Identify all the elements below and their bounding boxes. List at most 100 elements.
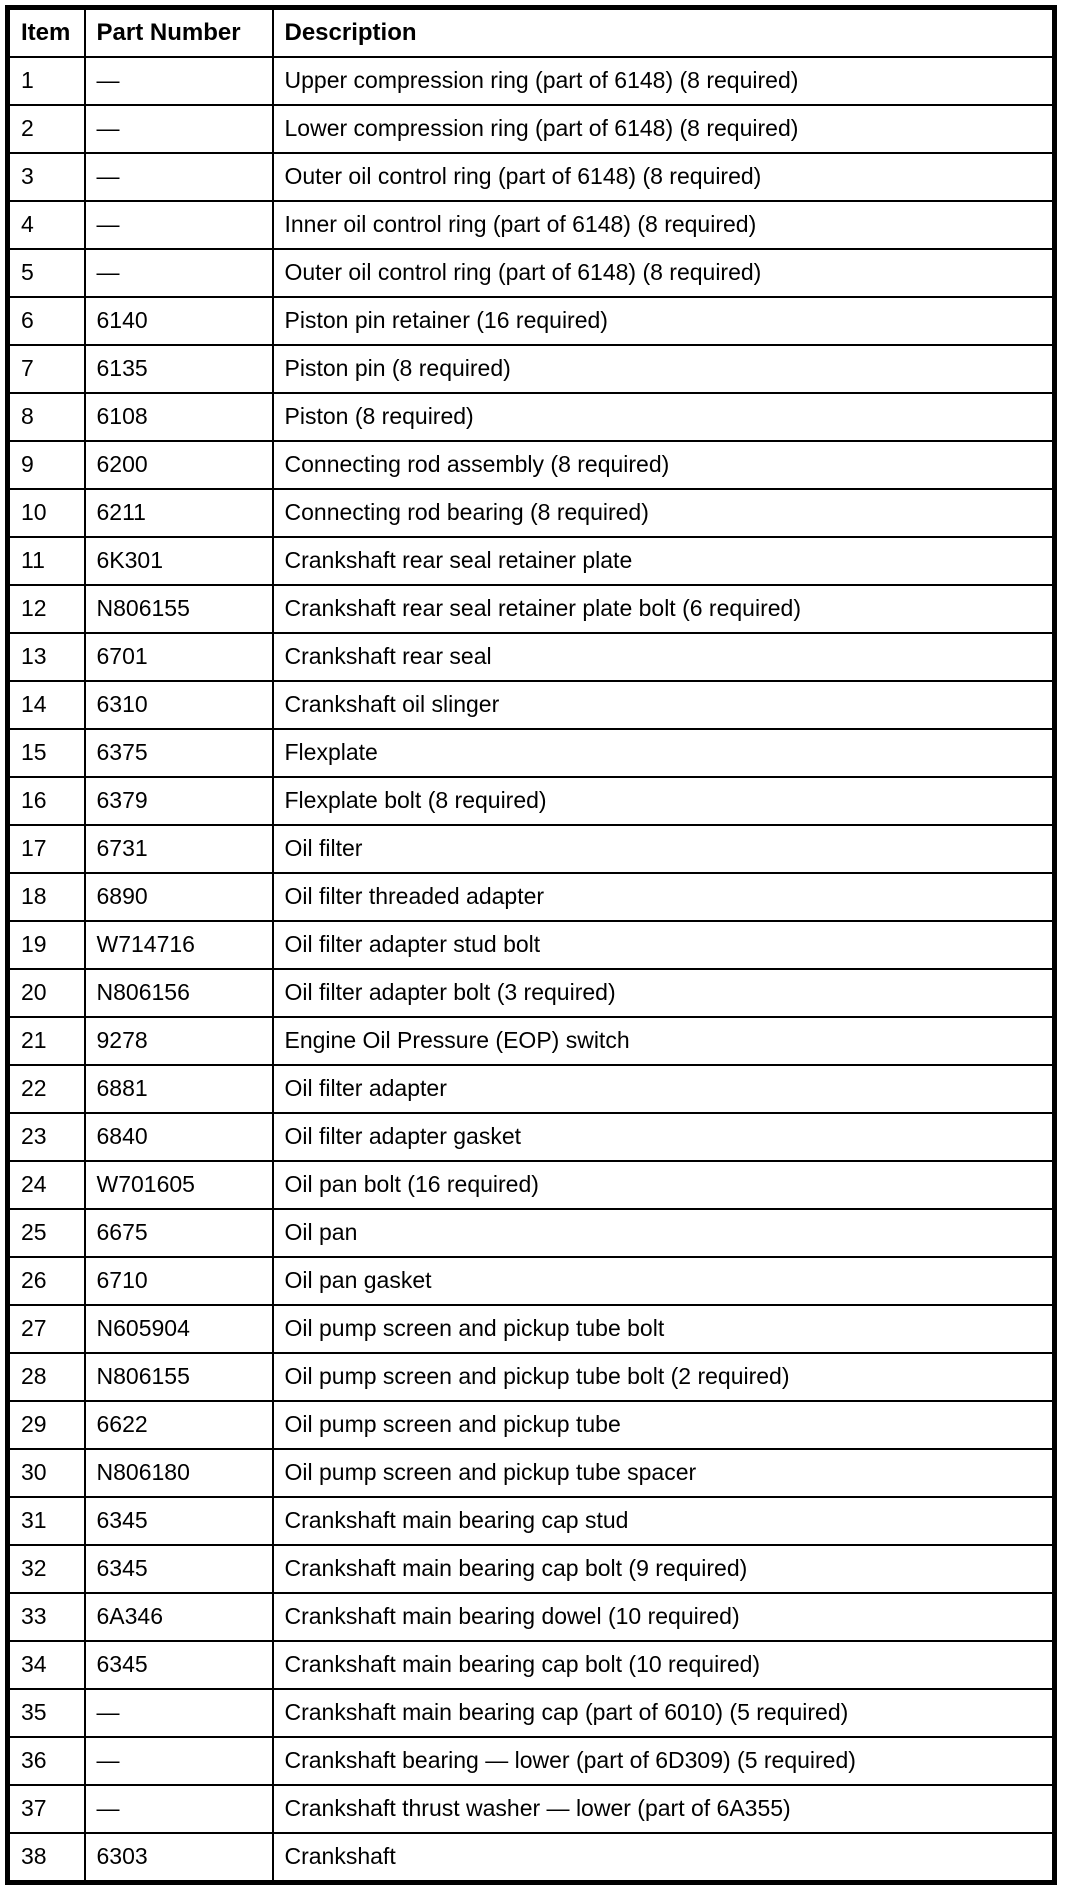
item-cell: 35 bbox=[6, 1688, 86, 1738]
part-number-cell: 6890 bbox=[83, 872, 274, 922]
part-number-cell: — bbox=[83, 1688, 274, 1738]
description-cell: Crankshaft main bearing cap stud bbox=[271, 1496, 1056, 1546]
part-number-cell: 6K301 bbox=[83, 536, 274, 586]
part-number-cell: 6731 bbox=[83, 824, 274, 874]
part-number-cell: W714716 bbox=[83, 920, 274, 970]
item-cell: 15 bbox=[6, 728, 86, 778]
table-row: 10 6211 Connecting rod bearing (8 required… bbox=[6, 488, 1056, 538]
item-cell: 14 bbox=[6, 680, 86, 730]
description-cell: Lower compression ring (part of 6148) (8… bbox=[271, 104, 1056, 154]
description-cell: Oil pan bbox=[271, 1208, 1056, 1258]
table-row: 7 6135 Piston pin (8 required) bbox=[6, 344, 1056, 394]
part-number-cell: 9278 bbox=[83, 1016, 274, 1066]
description-cell: Crankshaft rear seal retainer plate bbox=[271, 536, 1056, 586]
table-row: 26 6710 Oil pan gasket bbox=[6, 1256, 1056, 1306]
part-number-cell: — bbox=[83, 56, 274, 106]
part-number-cell: 6211 bbox=[83, 488, 274, 538]
item-cell: 29 bbox=[6, 1400, 86, 1450]
description-cell: Oil pump screen and pickup tube bolt bbox=[271, 1304, 1056, 1354]
table-row: 21 9278 Engine Oil Pressure (EOP) switch bbox=[6, 1016, 1056, 1066]
table-row: 20 N806156 Oil filter adapter bolt (3 requ… bbox=[6, 968, 1056, 1018]
part-number-cell: 6881 bbox=[83, 1064, 274, 1114]
table-row: 22 6881 Oil filter adapter bbox=[6, 1064, 1056, 1114]
table-row: 12 N806155 Crankshaft rear seal retainer p… bbox=[6, 584, 1056, 634]
item-cell: 28 bbox=[6, 1352, 86, 1402]
description-cell: Crankshaft rear seal retainer plate bolt… bbox=[271, 584, 1056, 634]
description-cell: Crankshaft main bearing cap bolt (9 requ… bbox=[271, 1544, 1056, 1594]
part-number-cell: W701605 bbox=[83, 1160, 274, 1210]
item-cell: 4 bbox=[6, 200, 86, 250]
table-row: 16 6379 Flexplate bolt (8 required) bbox=[6, 776, 1056, 826]
table-row: 25 6675 Oil pan bbox=[6, 1208, 1056, 1258]
part-number-cell: 6840 bbox=[83, 1112, 274, 1162]
table-row: 2— Lower compression ring (part of 6148) … bbox=[6, 104, 1056, 154]
table-row: 1— Upper compression ring (part of 6148) … bbox=[6, 56, 1056, 106]
table-row: 15 6375 Flexplate bbox=[6, 728, 1056, 778]
part-number-cell: N806155 bbox=[83, 584, 274, 634]
item-cell: 30 bbox=[6, 1448, 86, 1498]
description-cell: Crankshaft bearing — lower (part of 6D30… bbox=[271, 1736, 1056, 1786]
description-cell: Connecting rod assembly (8 required) bbox=[271, 440, 1056, 490]
part-number-cell: N806180 bbox=[83, 1448, 274, 1498]
item-cell: 36 bbox=[6, 1736, 86, 1786]
table-row: 27 N605904 Oil pump screen and pickup tube… bbox=[6, 1304, 1056, 1354]
description-cell: Crankshaft main bearing cap bolt (10 req… bbox=[271, 1640, 1056, 1690]
item-cell: 8 bbox=[6, 392, 86, 442]
item-cell: 19 bbox=[6, 920, 86, 970]
table-row: 34 6345 Crankshaft main bearing cap bolt (… bbox=[6, 1640, 1056, 1690]
parts-table: Item Part Number Description 1— Upper com… bbox=[5, 5, 1057, 1885]
part-number-cell: 6140 bbox=[83, 296, 274, 346]
description-cell: Oil pan gasket bbox=[271, 1256, 1056, 1306]
item-cell: 38 bbox=[6, 1832, 86, 1884]
item-cell: 11 bbox=[6, 536, 86, 586]
item-cell: 12 bbox=[6, 584, 86, 634]
item-cell: 16 bbox=[6, 776, 86, 826]
table-row: 24 W701605 Oil pan bolt (16 required) bbox=[6, 1160, 1056, 1210]
item-cell: 26 bbox=[6, 1256, 86, 1306]
table-row: 8 6108 Piston (8 required) bbox=[6, 392, 1056, 442]
table-row: 6 6140 Piston pin retainer (16 required) bbox=[6, 296, 1056, 346]
part-number-cell: — bbox=[83, 248, 274, 298]
part-number-cell: 6345 bbox=[83, 1544, 274, 1594]
table-row: 32 6345 Crankshaft main bearing cap bolt (… bbox=[6, 1544, 1056, 1594]
item-cell: 31 bbox=[6, 1496, 86, 1546]
part-number-cell: 6135 bbox=[83, 344, 274, 394]
part-number-cell: N806155 bbox=[83, 1352, 274, 1402]
table-row: 31 6345 Crankshaft main bearing cap stud bbox=[6, 1496, 1056, 1546]
part-number-cell: 6310 bbox=[83, 680, 274, 730]
table-row: 36— Crankshaft bearing — lower (part of 6… bbox=[6, 1736, 1056, 1786]
column-header-description: Description bbox=[271, 6, 1056, 58]
description-cell: Piston pin (8 required) bbox=[271, 344, 1056, 394]
table-row: 13 6701 Crankshaft rear seal bbox=[6, 632, 1056, 682]
description-cell: Oil filter adapter stud bolt bbox=[271, 920, 1056, 970]
description-cell: Piston (8 required) bbox=[271, 392, 1056, 442]
part-number-cell: — bbox=[83, 1784, 274, 1834]
part-number-cell: 6345 bbox=[83, 1496, 274, 1546]
description-cell: Outer oil control ring (part of 6148) (8… bbox=[271, 248, 1056, 298]
item-cell: 5 bbox=[6, 248, 86, 298]
table-row: 37— Crankshaft thrust washer — lower (par… bbox=[6, 1784, 1056, 1834]
description-cell: Piston pin retainer (16 required) bbox=[271, 296, 1056, 346]
part-number-cell: 6200 bbox=[83, 440, 274, 490]
item-cell: 6 bbox=[6, 296, 86, 346]
description-cell: Engine Oil Pressure (EOP) switch bbox=[271, 1016, 1056, 1066]
table-row: 23 6840 Oil filter adapter gasket bbox=[6, 1112, 1056, 1162]
description-cell: Oil filter adapter bolt (3 required) bbox=[271, 968, 1056, 1018]
item-cell: 10 bbox=[6, 488, 86, 538]
part-number-cell: N605904 bbox=[83, 1304, 274, 1354]
column-header-part-number: Part Number bbox=[83, 6, 274, 58]
table-row: 11 6K301 Crankshaft rear seal retainer pla… bbox=[6, 536, 1056, 586]
table-row: 3— Outer oil control ring (part of 6148) … bbox=[6, 152, 1056, 202]
item-cell: 20 bbox=[6, 968, 86, 1018]
part-number-cell: — bbox=[83, 200, 274, 250]
description-cell: Upper compression ring (part of 6148) (8… bbox=[271, 56, 1056, 106]
description-cell: Crankshaft bbox=[271, 1832, 1056, 1884]
description-cell: Oil filter adapter gasket bbox=[271, 1112, 1056, 1162]
item-cell: 22 bbox=[6, 1064, 86, 1114]
description-cell: Oil pan bolt (16 required) bbox=[271, 1160, 1056, 1210]
item-cell: 2 bbox=[6, 104, 86, 154]
part-number-cell: 6345 bbox=[83, 1640, 274, 1690]
item-cell: 34 bbox=[6, 1640, 86, 1690]
part-number-cell: 6379 bbox=[83, 776, 274, 826]
item-cell: 9 bbox=[6, 440, 86, 490]
